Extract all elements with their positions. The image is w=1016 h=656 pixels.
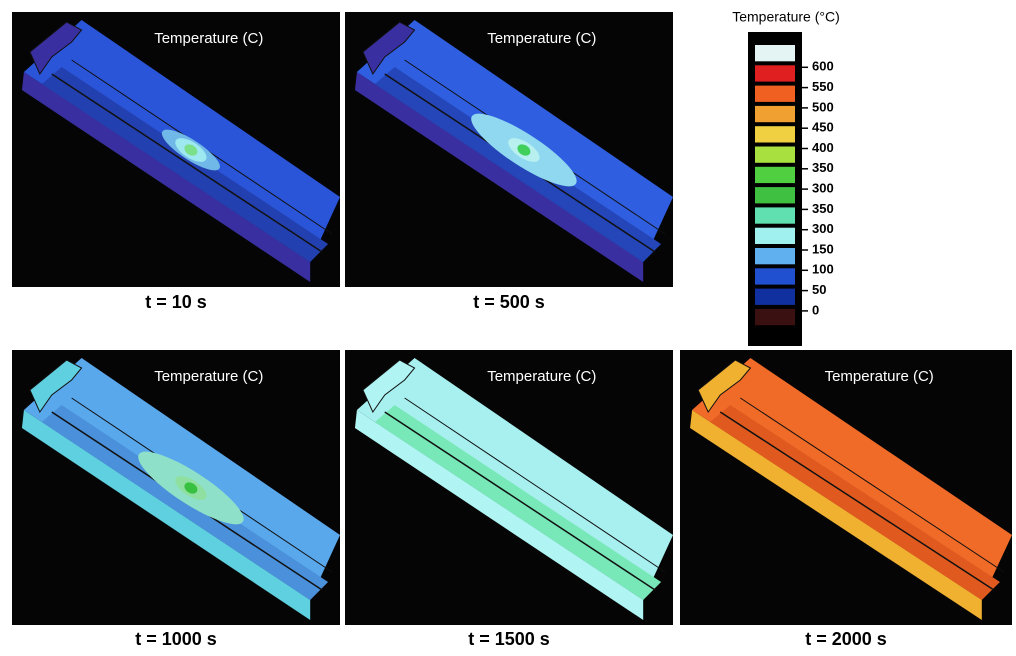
legend-label: 300 [812, 221, 834, 236]
beam-lower [41, 67, 329, 262]
legend-swatch [755, 308, 795, 326]
legend-swatch [755, 126, 795, 143]
legend-swatch [755, 146, 795, 163]
beam-side [21, 410, 311, 620]
legend-label: 300 [812, 181, 834, 196]
panel: Temperature (C) [680, 350, 1012, 625]
legend-label: 500 [812, 99, 834, 114]
legend-label: 450 [812, 120, 834, 135]
beam-groove [384, 411, 656, 591]
legend-swatch [755, 248, 795, 265]
panel: Temperature (C) [12, 350, 340, 625]
beam-end-bracket [29, 359, 83, 414]
time-caption: t = 1500 s [468, 629, 550, 649]
heat-center [184, 144, 198, 156]
legend-label: 150 [812, 241, 834, 256]
legend-swatch [755, 45, 795, 62]
time-caption: t = 1000 s [135, 629, 217, 649]
panel-title: Temperature (C) [487, 368, 596, 385]
legend-swatch [755, 227, 795, 244]
time-caption: t = 10 s [145, 292, 207, 312]
heat-center [517, 144, 531, 156]
legend-swatch [755, 85, 795, 102]
beam-groove [719, 411, 995, 591]
legend-swatch [755, 105, 795, 123]
panel-title: Temperature (C) [154, 368, 263, 385]
panel: Temperature (C) [345, 12, 673, 287]
legend-label: 600 [812, 59, 834, 74]
legend-label: 50 [812, 282, 826, 297]
time-caption: t = 500 s [473, 292, 545, 312]
legend-swatch [755, 207, 795, 224]
beam-groove [740, 397, 1005, 573]
panel-title: Temperature (C) [487, 30, 596, 47]
panel-title: Temperature (C) [154, 30, 263, 47]
panel-title: Temperature (C) [825, 368, 934, 385]
beam-groove [404, 397, 666, 573]
legend-label: 0 [812, 302, 819, 317]
beam-end-bracket [362, 21, 416, 76]
beam-side [354, 410, 644, 620]
legend-swatch [755, 65, 795, 82]
legend-label: 100 [812, 262, 834, 277]
beam-side [21, 72, 311, 282]
legend-swatch [755, 288, 795, 305]
panel: Temperature (C) [345, 350, 673, 625]
beam-side [354, 72, 644, 282]
beam-end-bracket [697, 359, 752, 413]
legend-swatch [755, 187, 795, 204]
heat-center [184, 482, 198, 494]
legend-title: Temperature (°C) [732, 9, 840, 25]
beam-groove [51, 73, 323, 253]
legend-swatch [755, 268, 795, 285]
legend-label: 550 [812, 79, 834, 94]
beam-end-bracket [362, 359, 416, 414]
beam-lower [710, 405, 1000, 600]
legend-label: 350 [812, 160, 834, 175]
beam-side [690, 410, 982, 620]
panel: Temperature (C) [12, 12, 340, 287]
legend-label: 400 [812, 140, 834, 155]
legend-label: 350 [812, 201, 834, 216]
legend-swatch [755, 166, 795, 184]
beam-end-bracket [29, 21, 83, 76]
time-caption: t = 2000 s [805, 629, 887, 649]
beam-lower [374, 405, 662, 600]
